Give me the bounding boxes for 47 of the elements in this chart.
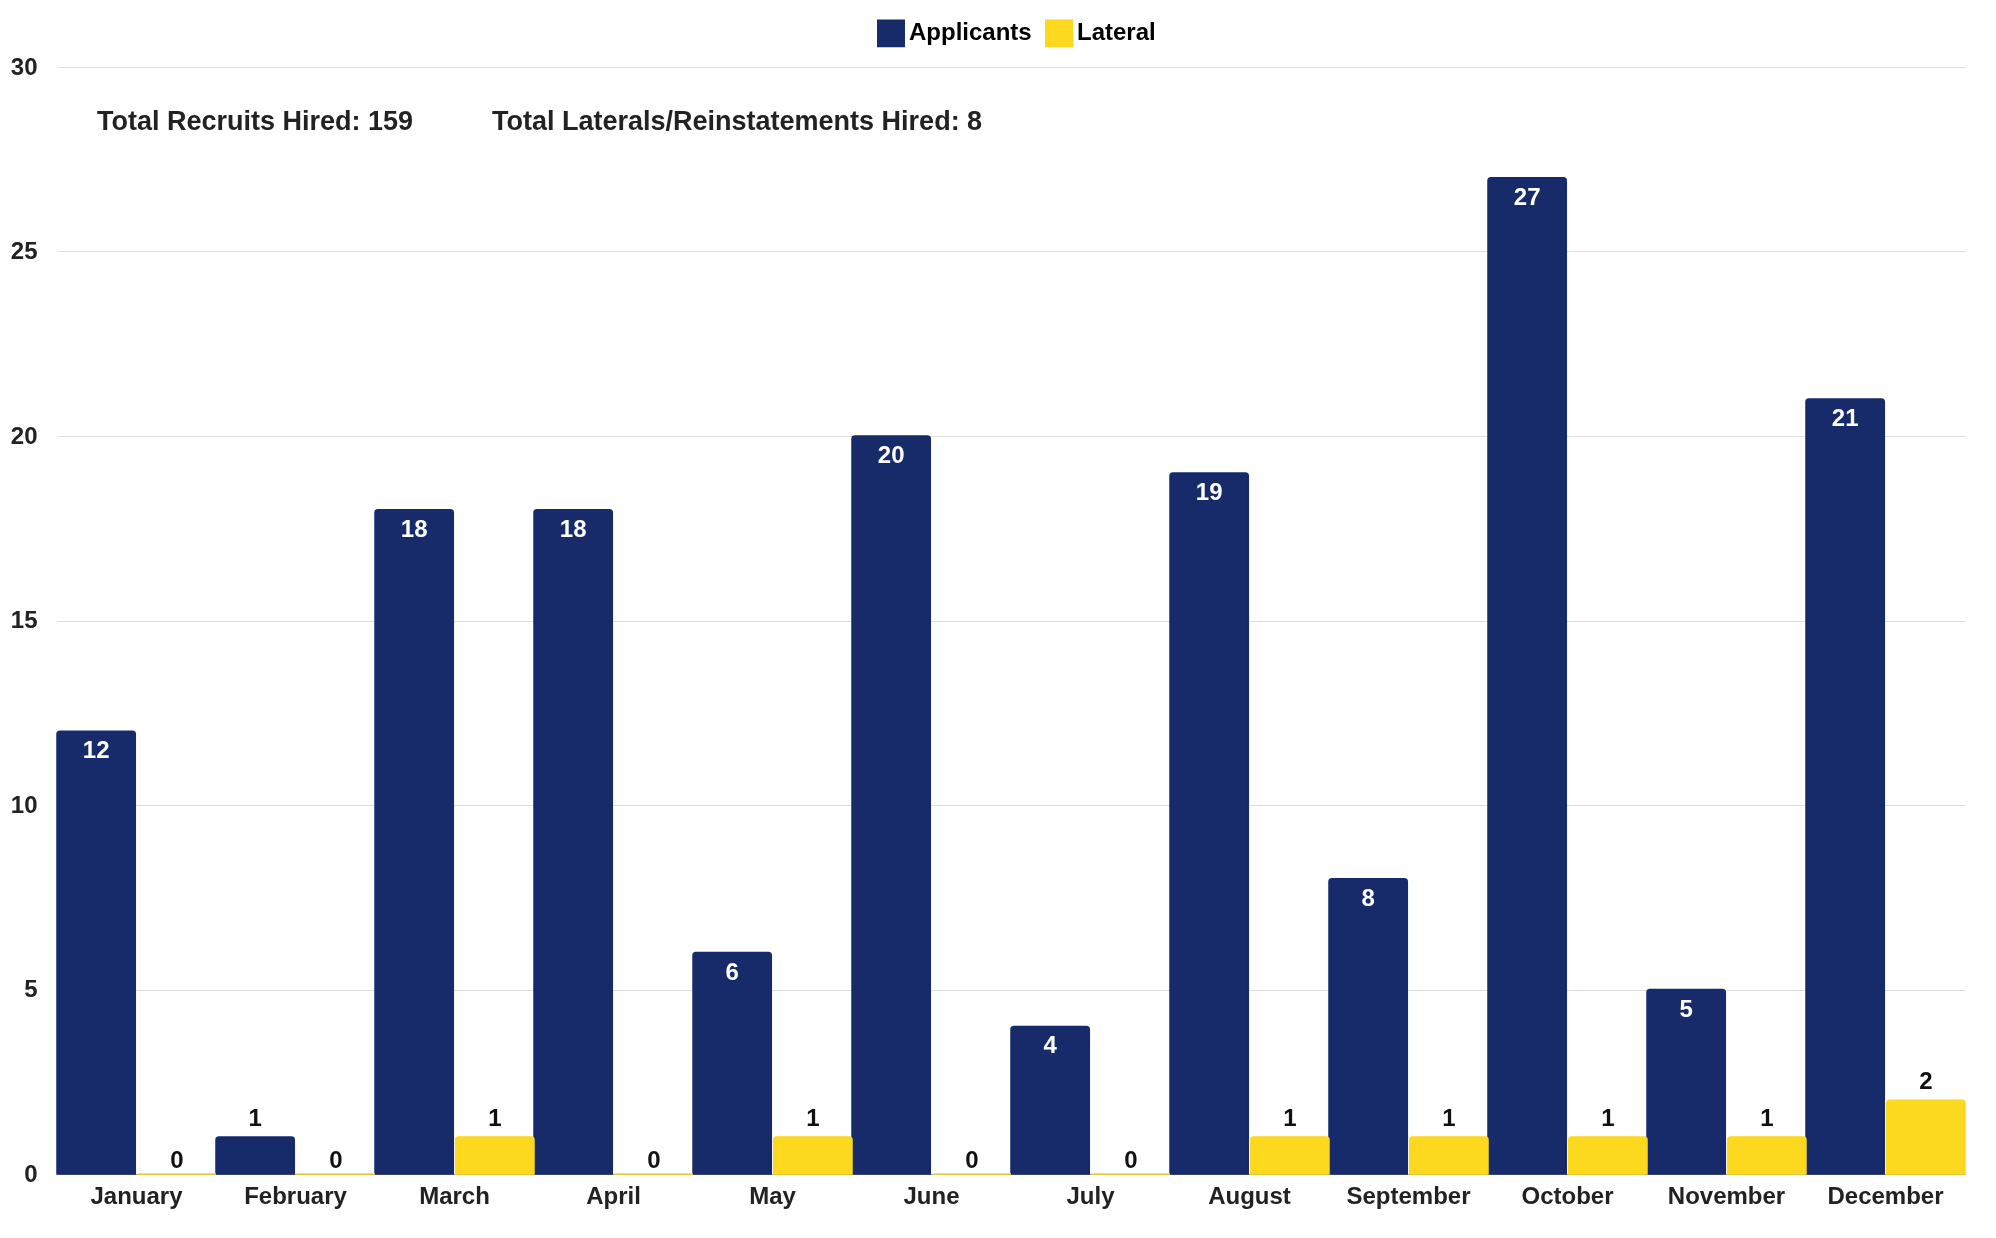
y-tick-label: 30: [10, 52, 38, 80]
x-tick-label: September: [1346, 1181, 1471, 1209]
data-label: 12: [82, 736, 110, 764]
data-label: 0: [965, 1146, 979, 1173]
y-tick-label: 15: [10, 606, 38, 633]
y-tick-label: 10: [10, 790, 38, 818]
data-label: 1: [1760, 1104, 1774, 1132]
y-tick-label: 20: [10, 421, 38, 449]
data-label: 18: [559, 514, 587, 542]
data-label: 0: [170, 1146, 184, 1173]
data-label: 0: [647, 1146, 661, 1173]
x-tick-label: December: [1827, 1181, 1944, 1209]
data-label: 19: [1195, 477, 1223, 505]
x-tick-label: May: [749, 1181, 797, 1209]
data-label: 8: [1361, 883, 1375, 911]
data-label: 1: [1601, 1104, 1615, 1132]
annotation: Total Recruits Hired: 159: [97, 106, 414, 136]
data-label: 6: [725, 957, 739, 985]
annotation: Total Laterals/Reinstatements Hired: 8: [492, 106, 983, 136]
x-tick-label: March: [419, 1181, 490, 1209]
x-tick-label: November: [1667, 1181, 1786, 1209]
legend-label: Lateral: [1077, 18, 1156, 46]
x-tick-label: October: [1521, 1181, 1614, 1209]
legend-label: Applicants: [909, 18, 1032, 46]
data-label: 0: [1124, 1146, 1138, 1173]
data-label: 1: [806, 1104, 820, 1132]
data-label: 1: [248, 1104, 262, 1132]
x-tick-label: June: [903, 1181, 960, 1209]
data-label: 18: [400, 514, 428, 542]
data-label: 1: [1283, 1104, 1297, 1132]
data-label: 0: [329, 1146, 343, 1173]
y-tick-label: 25: [10, 237, 38, 264]
data-label: 2: [1919, 1067, 1933, 1095]
y-tick-label: 0: [24, 1159, 38, 1187]
data-label: 4: [1043, 1031, 1058, 1059]
data-label: 1: [1442, 1104, 1456, 1132]
x-tick-label: February: [244, 1181, 348, 1209]
data-label: 1: [488, 1104, 502, 1132]
x-tick-label: August: [1208, 1181, 1291, 1209]
data-label: 20: [877, 441, 905, 468]
y-tick-label: 5: [24, 975, 38, 1002]
x-tick-label: April: [586, 1181, 641, 1209]
data-label: 27: [1513, 182, 1541, 210]
x-tick-label: January: [90, 1181, 184, 1209]
data-label: 5: [1679, 994, 1693, 1022]
x-tick-label: July: [1066, 1181, 1116, 1209]
data-label: 21: [1831, 404, 1859, 432]
